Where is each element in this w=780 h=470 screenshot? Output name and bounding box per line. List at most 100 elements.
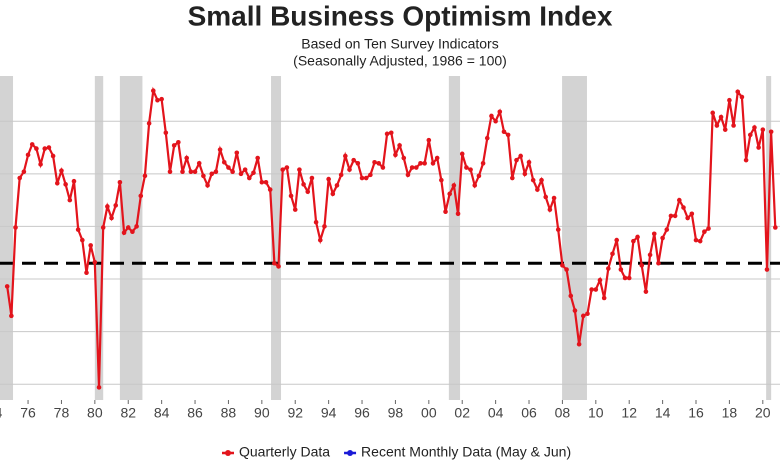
data-point [105, 204, 110, 209]
data-point [614, 237, 619, 243]
recession-band [119, 76, 143, 400]
data-point [656, 260, 661, 266]
data-point [242, 167, 248, 172]
data-point [439, 177, 444, 183]
data-point [213, 169, 219, 175]
data-point [689, 211, 695, 217]
x-tick-label: 12 [621, 405, 637, 421]
x-tick-label: 74 [0, 405, 3, 421]
data-point [121, 230, 127, 236]
data-point [46, 145, 52, 150]
data-point [267, 187, 273, 192]
data-point [363, 175, 369, 181]
data-point [706, 226, 711, 231]
data-point [155, 97, 160, 103]
data-point [514, 157, 519, 163]
data-point [743, 157, 749, 163]
recession-band [562, 76, 587, 400]
data-point [217, 147, 223, 152]
legend-marker [347, 450, 354, 456]
data-point [75, 227, 81, 232]
x-axis: 74 76 78 80 82 84 86 88 90 92 94 96 98 00 02 04 06 08 10 12… [0, 400, 771, 421]
data-point [4, 284, 10, 289]
x-tick-label: 94 [321, 405, 337, 421]
x-tick-label: 98 [388, 405, 404, 421]
data-point [451, 183, 457, 188]
data-point [505, 132, 511, 138]
x-tick-label: 02 [454, 405, 470, 421]
data-point [146, 121, 152, 126]
data-point [764, 267, 770, 272]
data-point [100, 225, 106, 230]
data-point [84, 270, 89, 276]
data-point [576, 341, 582, 347]
data-point [301, 182, 306, 187]
data-point [589, 287, 594, 292]
data-point [34, 146, 39, 151]
data-point [472, 183, 478, 188]
data-point [409, 165, 415, 170]
data-point [221, 159, 227, 165]
data-point [443, 209, 448, 215]
x-tick-label: 88 [221, 405, 237, 421]
data-point [201, 173, 206, 179]
data-point [247, 175, 252, 181]
data-point [651, 231, 657, 237]
data-point [130, 229, 135, 234]
x-tick-label: 00 [421, 405, 437, 421]
data-point [768, 129, 774, 135]
data-point [714, 123, 720, 128]
data-point [731, 123, 736, 128]
data-point [205, 183, 210, 188]
data-point [510, 175, 515, 181]
data-point [643, 289, 649, 294]
data-point [631, 238, 636, 244]
data-point [434, 155, 440, 161]
x-tick-label: 82 [120, 405, 136, 421]
data-point [347, 167, 352, 172]
data-point [9, 313, 14, 319]
data-point [388, 130, 394, 136]
data-point [188, 169, 194, 175]
data-point [606, 266, 611, 271]
data-point [117, 179, 123, 185]
data-point [564, 267, 569, 272]
x-tick-label: 96 [354, 405, 370, 421]
data-point [526, 159, 532, 165]
data-point [551, 195, 557, 201]
data-point [38, 162, 43, 167]
recession-band [94, 76, 104, 400]
data-point [622, 275, 628, 281]
data-point [476, 173, 482, 179]
data-point [735, 89, 741, 95]
data-point [489, 113, 494, 119]
data-point [447, 191, 452, 197]
data-point [96, 385, 102, 390]
data-point [752, 125, 757, 130]
data-point [459, 151, 465, 157]
data-point [697, 238, 703, 244]
data-point [693, 237, 699, 243]
data-point [88, 243, 93, 248]
data-point [29, 142, 35, 147]
data-point [80, 237, 85, 243]
data-point [50, 153, 56, 159]
data-point [593, 287, 599, 292]
data-point [259, 179, 265, 185]
data-point [530, 177, 536, 183]
data-point [501, 129, 507, 135]
data-point [63, 182, 68, 187]
data-point [702, 229, 707, 234]
x-tick-label: 90 [254, 405, 270, 421]
data-point [251, 170, 256, 176]
x-tick-label: 76 [20, 405, 36, 421]
data-point [384, 131, 390, 137]
data-point [635, 234, 640, 240]
data-point [610, 251, 615, 257]
data-point [280, 167, 286, 172]
data-point [234, 150, 240, 156]
data-point [59, 168, 64, 173]
data-point [405, 172, 411, 178]
data-point [672, 213, 678, 219]
data-point [539, 177, 544, 183]
